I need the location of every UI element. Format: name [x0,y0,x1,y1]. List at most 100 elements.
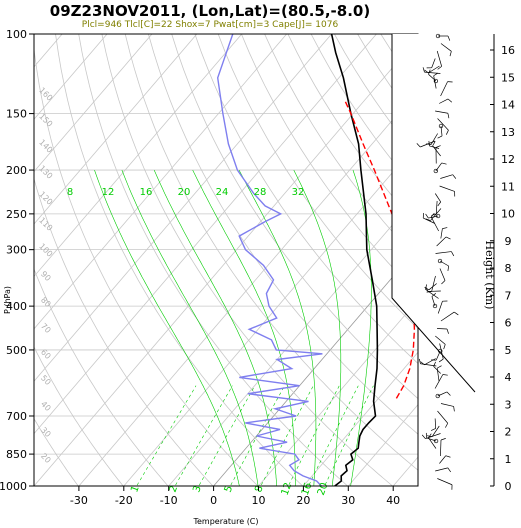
x-tick-label: 40 [386,494,400,507]
height-tick-label: 12 [501,153,515,166]
height-tick-label: 5 [505,344,512,357]
dry-adiabat-line [78,34,349,486]
isotherm-line [123,142,418,486]
dry-adiabat-label: 40 [39,399,53,413]
height-tick-label: 1 [505,453,512,466]
wind-barb [440,43,452,52]
dry-adiabat-label: 120 [37,190,54,207]
wind-calm-marker [438,348,443,354]
dry-adiabat-label: 70 [39,321,53,335]
height-axis-label: Height (Km) [483,241,496,310]
wind-barb [431,275,436,292]
moist-adiabat-line [293,169,342,486]
height-tick-label: 0 [505,480,512,493]
isotherm-line [34,34,377,435]
wind-barb [437,478,453,486]
dry-adiabat-line [194,34,418,364]
moist-adiabat-label: 20 [178,187,191,198]
dry-adiabat-label: 20 [39,451,53,465]
isotherm-line [347,404,418,486]
wind-barb-flag [432,141,436,146]
wind-barb [436,50,442,67]
isotherm-line [302,351,418,486]
isotherm-line [34,34,288,330]
chart-title: 09Z23NOV2011, (Lon,Lat)=(80.5,-8.0) [50,2,370,20]
height-tick-label: 13 [501,126,515,139]
wind-barb [440,439,442,457]
y-tick-label: 100 [6,28,27,41]
wind-barb-flag [431,293,437,297]
dry-adiabat-line [34,417,79,486]
wind-barb [428,65,440,74]
mixing-ratio-label: 8 [253,484,266,494]
wind-barb-flag [421,434,426,439]
mixing-ratio-line [198,385,256,486]
dry-adiabat-label: 130 [37,164,54,181]
wind-barb-flag [435,145,441,148]
wind-barb [440,174,453,179]
mixing-ratio-label: 12 [280,481,295,497]
wind-barb [436,236,447,247]
dry-adiabat-label: 30 [39,425,53,439]
wind-barb [439,455,446,464]
chart-subtitle: Plcl=946 Tlcl[C]=22 Shox=7 Pwat[cm]=3 Ca… [82,20,339,30]
wind-barb [434,193,442,203]
wind-barb [437,328,448,330]
wind-barb [430,216,439,232]
wind-barb-flag [447,35,451,41]
y-tick-label: 400 [6,300,27,313]
height-tick-label: 4 [505,371,512,384]
dry-adiabat-label: 60 [39,347,53,361]
wind-barb-flag [425,284,427,290]
wind-barb-flag [454,311,459,316]
wind-barb-flag [437,135,443,139]
wind-barb-flag [447,467,451,473]
wind-panel-mask [392,34,475,392]
wind-barbs [416,33,459,490]
isotherm-line [34,34,153,173]
wind-barb-flag [418,358,421,364]
dry-adiabat-line [147,34,418,435]
wind-barb [431,425,440,437]
dry-adiabat-line [34,177,214,486]
wind-barb-flag [447,98,453,103]
wind-barb-flag [445,423,449,428]
wind-barb [440,311,455,322]
wind-barb-flag [437,201,442,207]
wind-barb-flag [446,328,449,334]
wind-barb [420,140,436,148]
x-tick-label: 10 [252,494,266,507]
wind-barb-flag [422,67,425,73]
isotherm-line [34,34,198,225]
isotherm-line [34,34,243,278]
y-axis-label: P (hPa) [3,286,12,314]
height-tick-label: 9 [505,235,512,248]
wind-barb-flag [445,130,449,135]
wind-barb [435,467,448,472]
wind-barb [428,283,437,291]
wind-barb-flag [452,174,457,179]
x-tick-label: 30 [341,494,355,507]
wind-barb-flag [437,365,442,369]
height-tick-label: 8 [505,262,512,275]
wind-barb [435,251,452,254]
moist-adiabat-line [192,169,296,486]
height-tick-label: 11 [501,180,515,193]
wind-barb [436,368,440,382]
wind-barb [433,75,437,89]
wind-calm-marker [438,123,444,129]
wind-barb [440,228,443,239]
wind-calm-marker [437,258,443,264]
wind-barb [439,98,449,104]
wind-barb [439,343,444,360]
mixing-ratio-label: 1 [129,484,142,494]
wind-barb [430,133,438,145]
height-tick-label: 2 [505,426,512,439]
wind-barb-flag [433,72,439,77]
wind-barb-flag [428,69,431,75]
isotherm-line [257,299,418,486]
moist-adiabat-line [153,169,278,486]
series-temperature [330,34,379,486]
wind-barb [435,335,446,345]
